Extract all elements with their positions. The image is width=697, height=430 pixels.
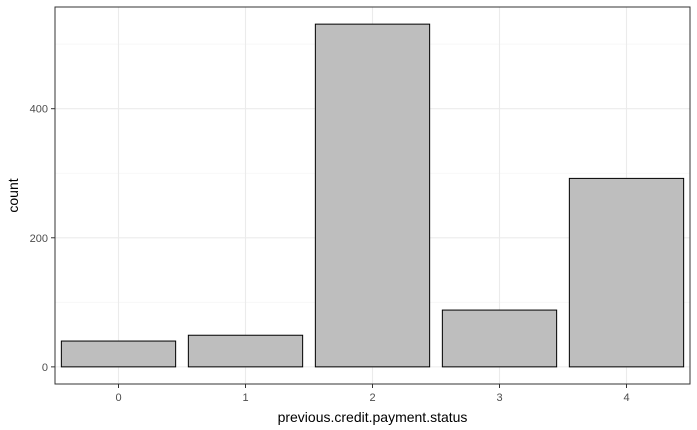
axis-layer: 0 200 400 0 1 2 3 4: [30, 104, 630, 404]
x-axis-title: previous.credit.payment.status: [278, 409, 468, 425]
y-axis-title: count: [5, 178, 21, 212]
x-tick-label: 3: [496, 392, 502, 404]
x-tick-label: 4: [623, 392, 629, 404]
x-tick-label: 0: [115, 392, 121, 404]
bar-4: [568, 177, 685, 368]
bar-2: [314, 23, 431, 368]
y-tick-label: 0: [42, 362, 48, 374]
x-tick-label: 2: [369, 392, 375, 404]
bar-0: [60, 340, 177, 368]
y-tick-label: 200: [30, 233, 48, 245]
bars-layer: [60, 23, 685, 368]
y-tick-label: 400: [30, 104, 48, 116]
bar-1: [187, 334, 304, 368]
x-tick-label: 1: [242, 392, 248, 404]
bar-3: [441, 309, 558, 368]
